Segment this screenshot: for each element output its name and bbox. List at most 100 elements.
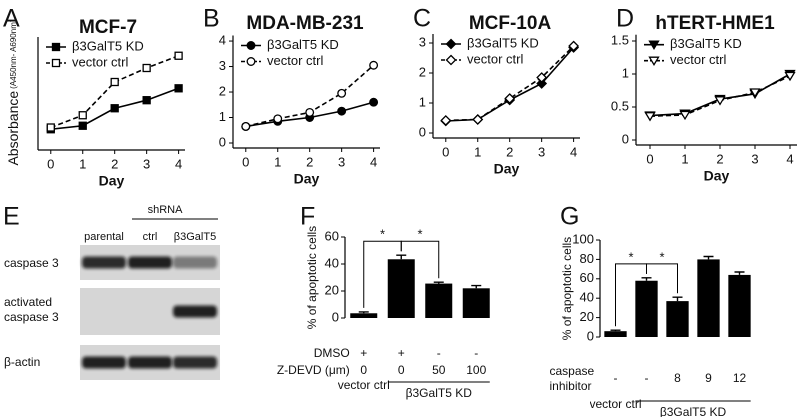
data-point: [337, 106, 347, 116]
condition-value: -: [474, 346, 478, 360]
condition-value: +: [360, 346, 367, 360]
data-point: [644, 112, 656, 122]
y-tick-label: 1: [219, 109, 226, 124]
error-bar: [641, 277, 652, 281]
x-tick-label: 0: [442, 144, 449, 159]
y-tick-label: 1.5: [611, 32, 629, 47]
blot-band: [128, 356, 172, 369]
bar: [604, 331, 627, 337]
row-label: β-actin: [4, 355, 41, 369]
x-tick-label: 3: [538, 144, 545, 159]
data-point: [110, 77, 119, 87]
chart-title: hTERT-HME1: [655, 13, 775, 34]
data-point: [241, 121, 251, 131]
y-tick-label: 0.5: [611, 98, 629, 113]
condition-value: 12: [733, 371, 747, 385]
condition-label: caspase inhibitor: [549, 364, 595, 393]
blot-band: [128, 256, 172, 269]
data-point: [142, 96, 151, 105]
y-tick-label: 60: [580, 270, 594, 285]
data-point: [679, 110, 691, 121]
y-axis-label: % of apoptotic cells: [560, 237, 574, 340]
y-tick-label: 0: [419, 124, 426, 139]
y-tick-label: 1: [622, 65, 629, 80]
legend-marker: [51, 42, 61, 52]
error-bar: [358, 311, 369, 314]
y-tick-label: 0: [332, 309, 339, 324]
bar: [697, 259, 720, 337]
condition-value: -: [437, 346, 441, 360]
error-bar: [471, 284, 482, 289]
y-axis-label: % of apoptotic cells: [305, 226, 319, 329]
condition-label: DMSO: [314, 346, 350, 360]
panel-letter: C: [413, 5, 431, 33]
data-point: [369, 60, 379, 70]
blot-band: [173, 305, 217, 318]
condition-value: 8: [674, 371, 681, 385]
group-label: β3GalT5 KD: [406, 386, 473, 400]
data-point: [305, 107, 315, 117]
data-point: [472, 114, 484, 125]
condition-value: 100: [466, 363, 486, 377]
x-tick-label: 2: [306, 154, 313, 169]
panel-letter: B: [203, 5, 220, 33]
panel-letter: E: [3, 203, 20, 231]
group-label: vector ctrl: [589, 397, 642, 411]
data-point: [536, 72, 548, 83]
x-tick-label: 0: [47, 156, 54, 171]
legend-label: β3GalT5 KD: [267, 37, 339, 52]
significance-mark: *: [628, 249, 633, 264]
y-tick-label: 20: [580, 309, 594, 324]
row-label-box: activated caspase 3: [4, 295, 59, 324]
bar: [387, 259, 415, 318]
x-axis-label: Day: [704, 168, 730, 184]
legend-label: vector ctrl: [467, 51, 523, 66]
x-tick-label: 3: [751, 151, 758, 166]
lane-label: ctrl: [143, 231, 158, 243]
legend-label: vector ctrl: [670, 52, 726, 67]
x-axis-label: Day: [494, 161, 520, 177]
data-point: [714, 96, 726, 106]
x-tick-label: 2: [111, 156, 118, 171]
y-tick-label: 100: [572, 231, 594, 246]
y-tick-label: 1: [419, 94, 426, 109]
y-tick-label: 2: [219, 83, 226, 98]
condition-value: 50: [432, 363, 446, 377]
x-tick-label: 0: [646, 151, 653, 166]
condition-value: -: [614, 371, 618, 385]
y-tick-label: 3: [219, 58, 226, 73]
y-tick-label: 60: [325, 228, 339, 243]
bar: [425, 283, 453, 318]
y-tick-label: 40: [580, 290, 594, 305]
legend-marker: [246, 57, 256, 66]
panel-letter: G: [560, 203, 579, 231]
chart-title: MCF-10A: [469, 13, 552, 34]
x-tick-label: 4: [175, 156, 182, 171]
legend-label: β3GalT5 KD: [670, 36, 742, 51]
error-bar: [396, 254, 407, 260]
bar: [462, 288, 490, 318]
legend-label: β3GalT5 KD: [467, 35, 539, 50]
data-point: [337, 88, 347, 98]
data-point: [568, 40, 580, 52]
data-point: [784, 71, 796, 82]
panel-letter: D: [616, 5, 634, 33]
condition-value: 0: [398, 363, 405, 377]
error-bar: [433, 281, 444, 284]
significance-mark: *: [380, 227, 385, 242]
panel-letter: A: [3, 5, 20, 33]
data-point: [110, 104, 119, 113]
data-point: [369, 97, 379, 107]
data-point: [504, 93, 516, 104]
bar: [728, 274, 751, 337]
data-point: [536, 78, 548, 89]
y-axis-label-sub: (A450nm- A690nm): [9, 19, 18, 89]
blot-band: [173, 356, 217, 369]
y-tick-label: 80: [580, 251, 594, 266]
blot-band: [82, 356, 126, 369]
y-tick-label: 3: [419, 34, 426, 49]
condition-value: 0: [360, 363, 367, 377]
lane-label: β3GalT5: [174, 231, 216, 243]
x-tick-label: 0: [242, 154, 249, 169]
